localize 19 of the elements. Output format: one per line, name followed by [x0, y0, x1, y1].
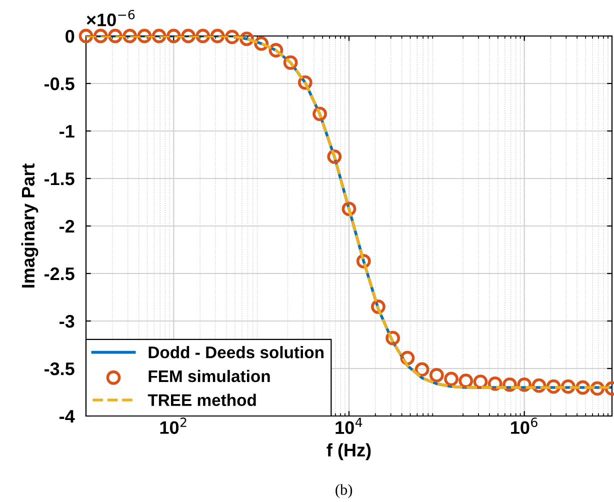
x-axis-title: f (Hz)	[326, 443, 371, 460]
text: ×10$^{−6}$	[86, 10, 135, 26]
x-tick-label: 10$^{2}$	[160, 418, 186, 434]
y-tick-label: -0.5	[44, 77, 74, 90]
y-tick-label: -2.5	[44, 267, 74, 280]
y-axis-title: Imaginary Part	[21, 164, 38, 288]
y-tick-label: -4	[60, 410, 75, 423]
legend-label: Dodd - Deeds solution	[148, 346, 324, 358]
y-tick-label: -1.5	[44, 172, 74, 186]
x-tick-label: 10$^{6}$	[511, 418, 538, 434]
x-tick-label: 10$^{4}$	[336, 418, 362, 434]
y-tick-label: -3	[60, 314, 74, 328]
y-tick-label: -2	[60, 220, 74, 233]
y-tick-label: -1	[60, 125, 74, 138]
y-tick-label: 0	[66, 30, 74, 43]
legend-label: FEM simulation	[148, 370, 270, 382]
y-tick-label: -3.5	[44, 362, 74, 376]
legend-label: TREE method	[148, 394, 256, 406]
text: (b)	[336, 484, 352, 498]
